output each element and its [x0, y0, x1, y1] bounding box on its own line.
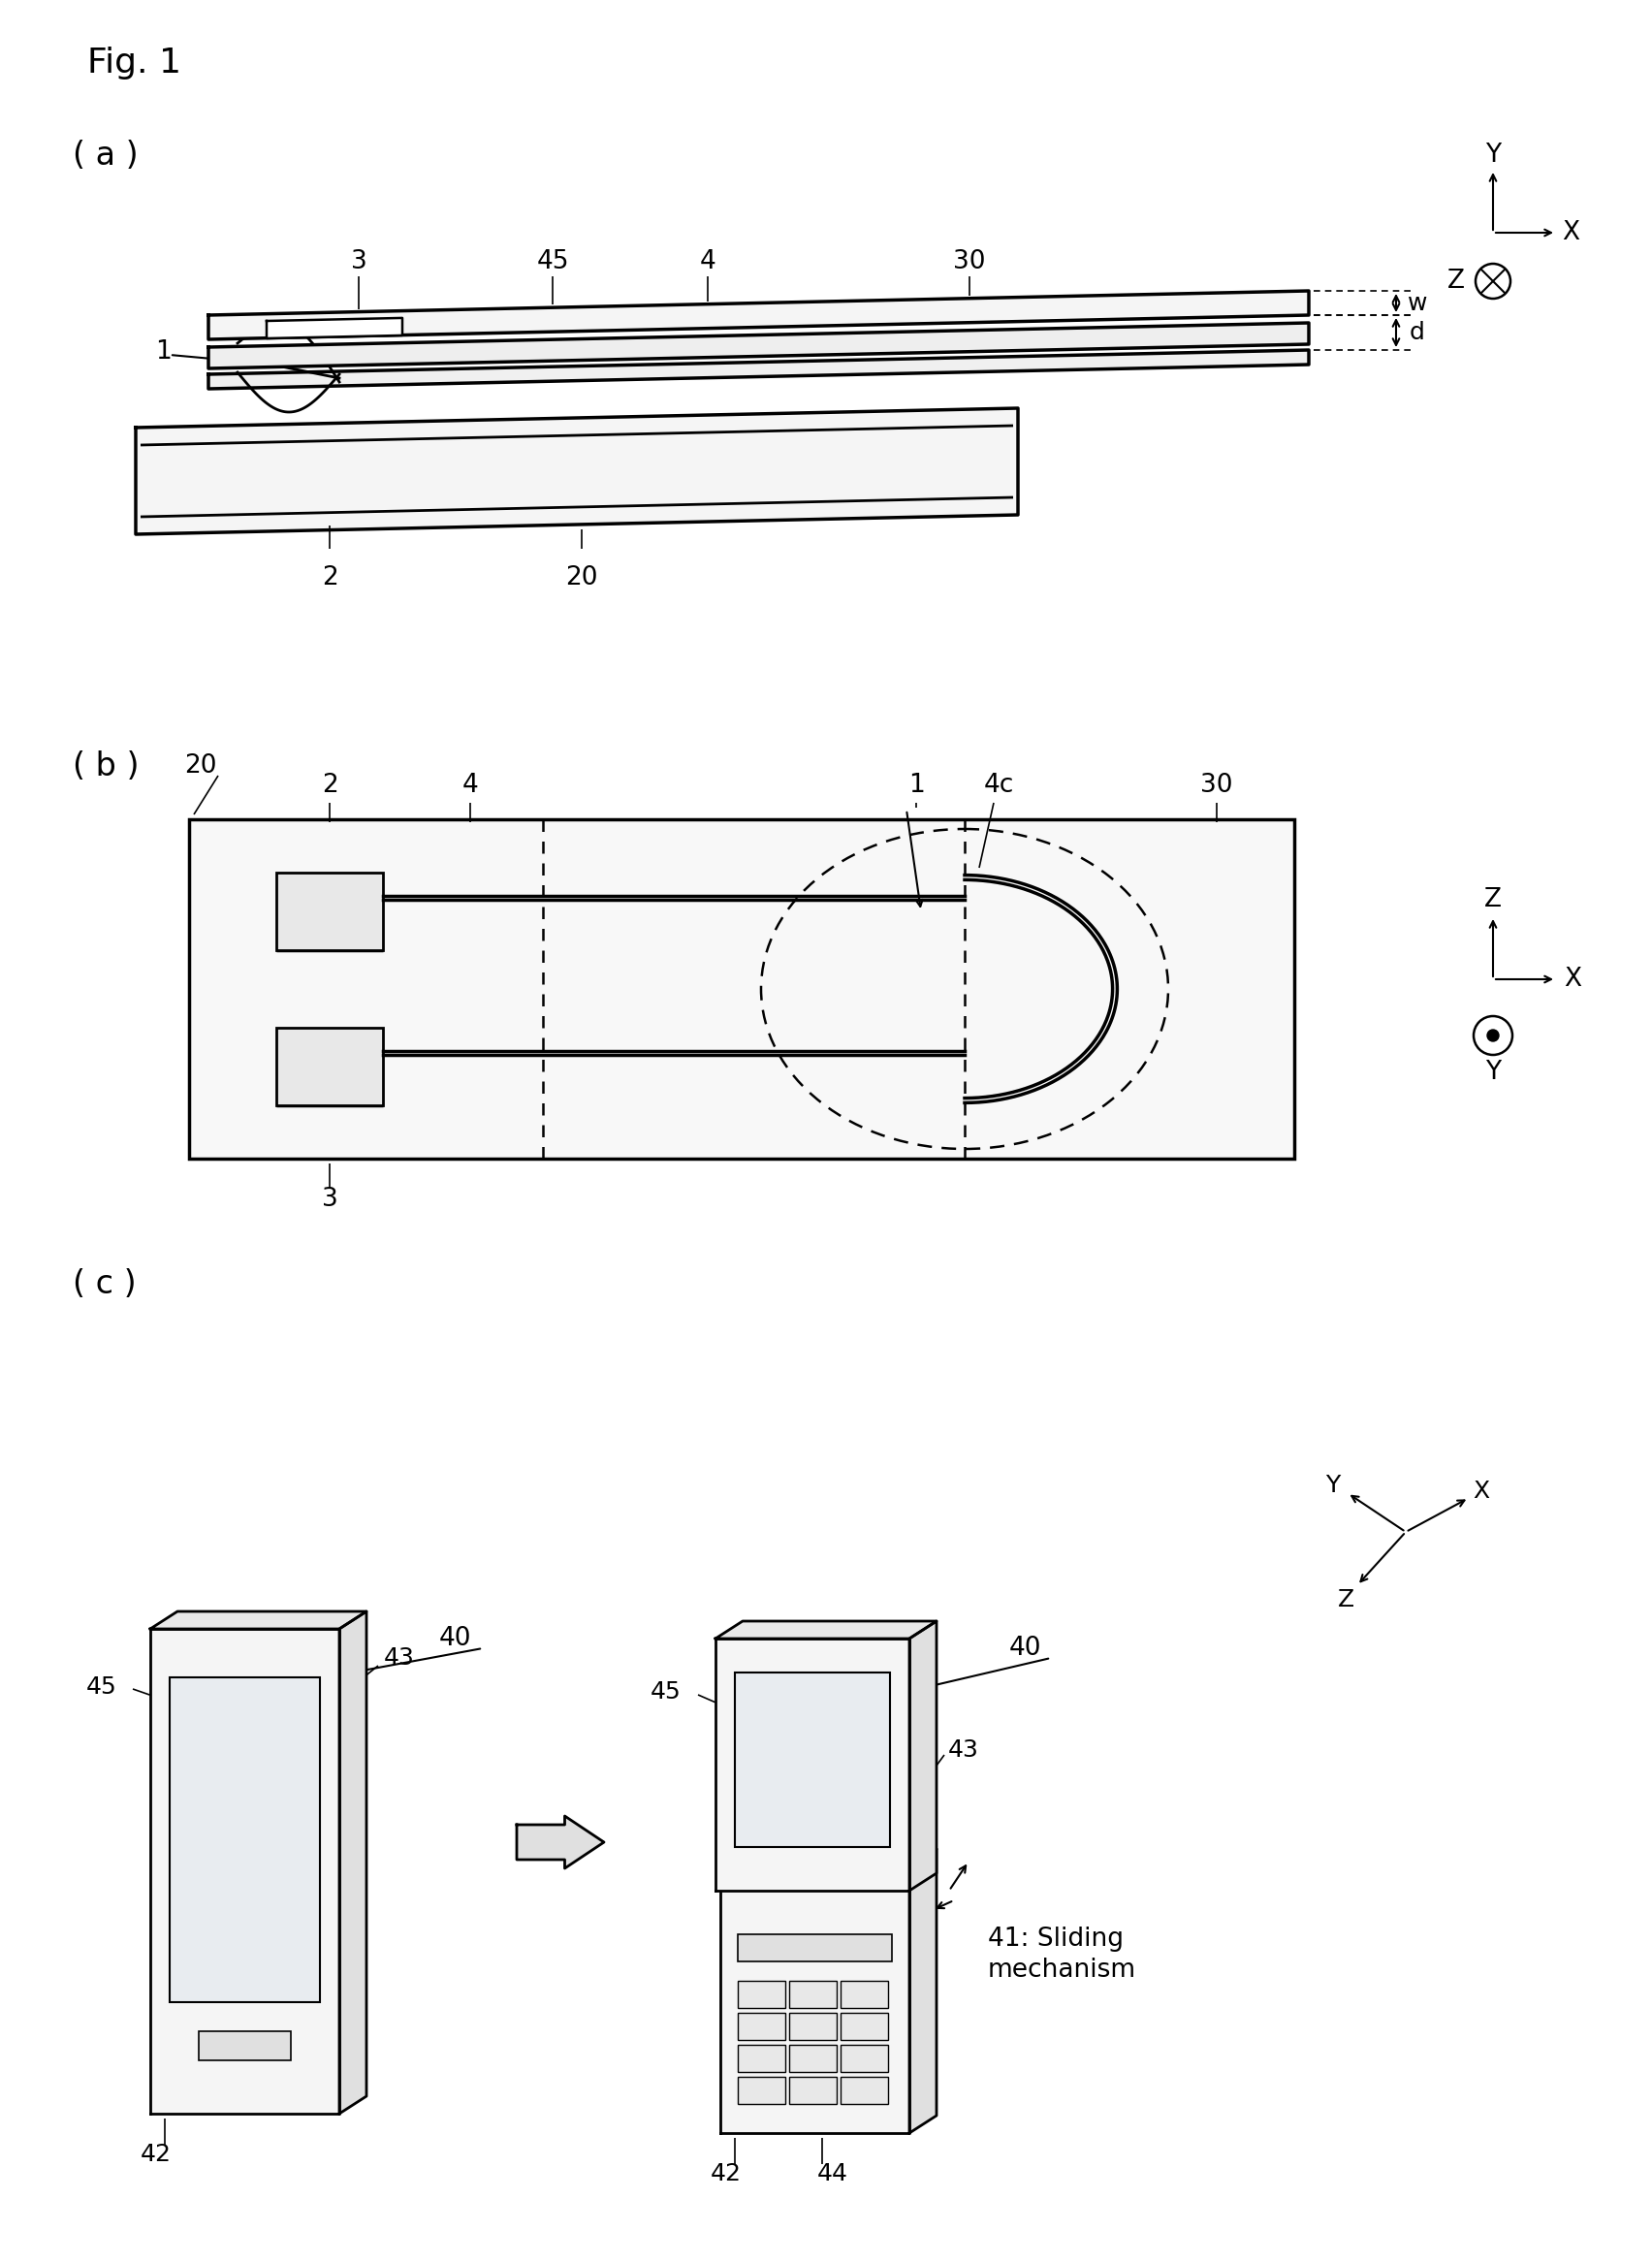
Text: Y: Y [1485, 143, 1500, 167]
Polygon shape [208, 351, 1308, 389]
Text: 20: 20 [565, 566, 598, 590]
Bar [738, 1982, 785, 2009]
Polygon shape [135, 407, 1018, 534]
Text: 30: 30 [953, 249, 986, 274]
Text: 45: 45 [651, 1681, 682, 1703]
Bar [170, 1678, 320, 2002]
Text: ( a ): ( a ) [73, 140, 139, 172]
Bar [790, 2013, 836, 2040]
Text: ( b ): ( b ) [73, 751, 139, 783]
Bar [198, 2031, 291, 2061]
Polygon shape [715, 1638, 909, 1891]
Text: 3: 3 [350, 249, 367, 274]
Bar [735, 1672, 890, 1848]
Text: mechanism: mechanism [988, 1957, 1137, 1984]
Text: 4: 4 [463, 774, 479, 798]
Text: d: d [1409, 321, 1426, 344]
Text: Fig. 1: Fig. 1 [88, 48, 182, 79]
Bar [738, 2013, 785, 2040]
Text: 41: Sliding: 41: Sliding [988, 1927, 1123, 1952]
Text: X: X [1564, 966, 1581, 991]
Bar [841, 2077, 889, 2104]
Bar [790, 2045, 836, 2072]
Polygon shape [909, 1622, 937, 1891]
Bar [841, 1982, 889, 2009]
Bar [188, 819, 1294, 1158]
Text: 42: 42 [710, 2162, 742, 2185]
Text: 3: 3 [322, 1188, 337, 1212]
Bar [738, 2045, 785, 2072]
Text: 45: 45 [86, 1676, 116, 1699]
Bar [276, 873, 383, 950]
Text: ( c ): ( c ) [73, 1269, 137, 1301]
Polygon shape [266, 319, 403, 339]
Polygon shape [909, 1848, 937, 2133]
Polygon shape [720, 1866, 909, 2133]
Text: 4c: 4c [983, 774, 1014, 798]
Text: 20: 20 [185, 753, 216, 778]
Text: 2: 2 [322, 566, 337, 590]
Text: 40: 40 [439, 1626, 472, 1651]
Text: 43: 43 [948, 1739, 980, 1762]
Text: 43: 43 [383, 1647, 415, 1669]
Polygon shape [720, 1848, 937, 1866]
Polygon shape [208, 323, 1308, 369]
Text: Z: Z [1447, 269, 1465, 294]
Text: 44: 44 [818, 2162, 847, 2185]
Polygon shape [339, 1611, 367, 2113]
Text: 2: 2 [322, 774, 337, 798]
Text: X: X [1561, 219, 1579, 244]
Bar [790, 1982, 836, 2009]
Text: Y: Y [1485, 1059, 1500, 1086]
Text: Z: Z [1338, 1588, 1355, 1611]
Polygon shape [715, 1622, 937, 1638]
Bar [841, 2013, 889, 2040]
Text: 30: 30 [1201, 774, 1232, 798]
Polygon shape [150, 1629, 339, 2113]
Text: Z: Z [1483, 887, 1502, 912]
Text: Y: Y [1325, 1475, 1340, 1497]
Circle shape [1487, 1029, 1498, 1041]
Bar [841, 2045, 889, 2072]
Text: 40: 40 [1009, 1635, 1042, 1660]
Text: 45: 45 [537, 249, 568, 274]
Text: 1: 1 [909, 774, 923, 798]
Text: 1: 1 [155, 339, 172, 364]
Polygon shape [150, 1611, 367, 1629]
Polygon shape [208, 292, 1308, 339]
Text: w: w [1408, 292, 1427, 314]
Bar [790, 2077, 836, 2104]
Bar [738, 2077, 785, 2104]
Bar [276, 1027, 383, 1106]
Bar [738, 1934, 892, 1961]
Text: X: X [1474, 1479, 1490, 1502]
Polygon shape [517, 1816, 605, 1868]
Text: 42: 42 [140, 2142, 172, 2167]
Text: 4: 4 [699, 249, 715, 274]
